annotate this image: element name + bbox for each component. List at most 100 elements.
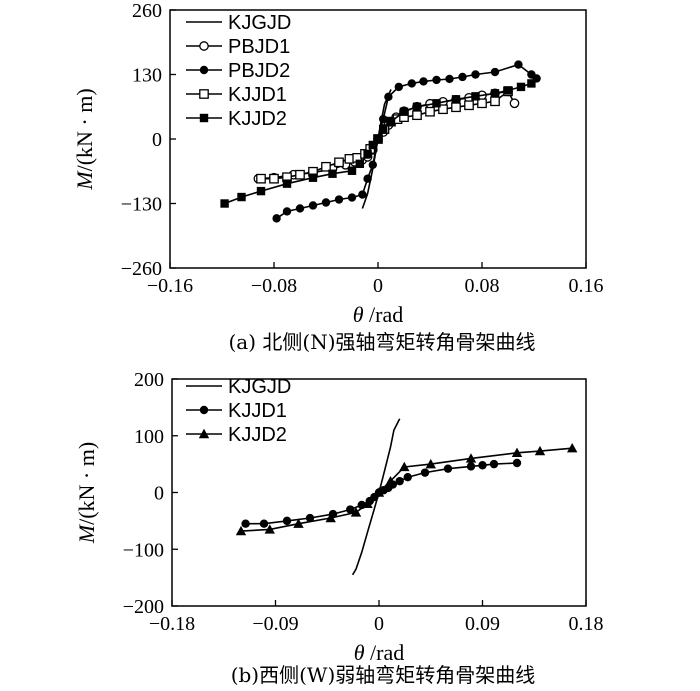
y-tick-label: 260 [132, 0, 162, 22]
point-kjjd2 [425, 458, 436, 469]
point-kjjd2 [490, 89, 500, 98]
legend-marker [199, 113, 209, 123]
point-kjjd2 [516, 82, 526, 92]
point-kjjd1 [477, 98, 487, 109]
point-kjjd1 [344, 153, 355, 164]
point-kjjd1 [321, 161, 331, 172]
point-kjjd2 [363, 149, 372, 159]
legend-label: KJJD2 [228, 108, 287, 130]
point-kjjd1 [334, 157, 344, 168]
point-kjjd1 [305, 513, 315, 523]
point-pbjd2 [368, 160, 377, 169]
series-line-kjjd2 [224, 82, 532, 205]
point-kjjd2 [256, 186, 266, 196]
legend-marker [199, 405, 209, 415]
point-pbjd2 [419, 77, 428, 86]
point-kjjd2 [465, 453, 477, 463]
point-pbjd2 [379, 114, 388, 124]
point-kjjd2 [325, 512, 336, 523]
point-kjjd2 [567, 443, 578, 453]
axis-ticks-b: −0.18 −0.09 0 0.09 0.18 −200 −100 0 100 200 [123, 369, 604, 635]
point-pbjd2 [321, 198, 331, 207]
series-line-kjjd2 [240, 447, 573, 532]
point-kjjd2 [293, 518, 304, 528]
y-tick-label: −130 [121, 194, 162, 216]
point-kjjd1 [466, 462, 476, 471]
x-tick-label: −0.09 [252, 613, 298, 635]
point-pbjd2 [394, 82, 403, 92]
point-kjjd1 [412, 110, 422, 121]
legend-label: KJJD2 [228, 424, 287, 446]
point-pbjd2 [308, 201, 318, 210]
point-kjjd2 [527, 79, 536, 88]
point-kjjd2 [412, 102, 422, 111]
x-tick-label: −0.16 [147, 275, 193, 297]
caption-b: (b)西侧(W)弱轴弯矩转角骨架曲线 [231, 663, 536, 687]
point-kjjd1 [282, 516, 292, 526]
point-pbjd2 [272, 214, 281, 223]
series-line-kjgjd [351, 418, 401, 576]
y-axis-label-a: M/(kN · m) [72, 88, 97, 190]
x-tick-label: 0 [374, 613, 384, 635]
point-kjjd1 [295, 169, 305, 180]
x-axis-label-b: θ /rad [354, 640, 405, 665]
point-kjjd1 [256, 173, 266, 184]
series-b [235, 418, 578, 576]
point-kjjd2 [511, 447, 523, 457]
point-kjjd1 [403, 472, 412, 482]
point-kjjd2 [503, 86, 513, 95]
point-kjjd1 [478, 461, 487, 470]
x-tick-label: 0.18 [569, 613, 604, 635]
point-kjjd1 [451, 102, 461, 113]
point-kjjd1 [512, 458, 522, 468]
point-kjjd2 [373, 487, 385, 497]
point-kjjd1 [438, 104, 448, 115]
chart-b: −0.18 −0.09 0 0.09 0.18 −200 −100 0 100 200 KJGJD… [74, 369, 604, 687]
point-pbjd2 [445, 74, 454, 84]
point-kjjd2 [471, 92, 480, 101]
x-tick-label: 0.09 [465, 613, 500, 635]
point-kjjd2 [399, 461, 410, 472]
point-kjjd2 [220, 199, 229, 208]
y-tick-label: 130 [132, 65, 162, 87]
y-tick-label: 0 [154, 483, 164, 505]
series-a [220, 60, 541, 223]
point-pbjd2 [358, 190, 367, 199]
point-kjjd2 [399, 107, 409, 116]
point-pbjd2 [334, 195, 344, 204]
x-axis-label-a: θ /rad [353, 302, 404, 327]
legend-marker [199, 65, 209, 75]
point-kjjd2 [373, 134, 383, 144]
point-pbjd2 [295, 204, 305, 213]
x-tick-label: 0 [373, 275, 383, 297]
series-line-pbjd2 [276, 63, 538, 220]
y-tick-label: −260 [121, 258, 162, 280]
point-kjjd1 [420, 468, 430, 477]
point-kjjd2 [385, 475, 396, 486]
legend-marker [199, 41, 209, 51]
legend-label: KJGJD [228, 376, 291, 398]
point-pbjd2 [432, 75, 441, 85]
y-axis-label-b: M/(kN · m) [74, 442, 99, 544]
point-kjjd1 [490, 96, 500, 107]
point-kjjd1 [259, 519, 269, 528]
legend-label: PBJD2 [228, 60, 290, 82]
point-kjjd2 [432, 99, 441, 108]
point-kjjd2 [235, 525, 247, 536]
point-kjjd1 [489, 459, 499, 469]
y-tick-label: 200 [134, 369, 164, 391]
x-tick-label: −0.18 [149, 613, 195, 635]
legend-label: KJGJD [228, 12, 291, 34]
point-pbjd2 [458, 72, 467, 82]
point-kjjd2 [237, 192, 246, 202]
point-kjjd2 [368, 140, 377, 150]
legend-label: PBJD1 [228, 36, 290, 58]
point-kjjd1 [269, 173, 279, 184]
legend-marker [199, 89, 209, 99]
point-pbjd2 [490, 67, 500, 77]
x-tick-label: 0.16 [569, 275, 604, 297]
y-tick-label: −200 [123, 596, 164, 618]
point-pbjd2 [347, 193, 357, 202]
chart-a: −0.16 −0.08 0 0.08 0.16 −260 −130 0 130 260 KJGJD… [72, 0, 604, 354]
